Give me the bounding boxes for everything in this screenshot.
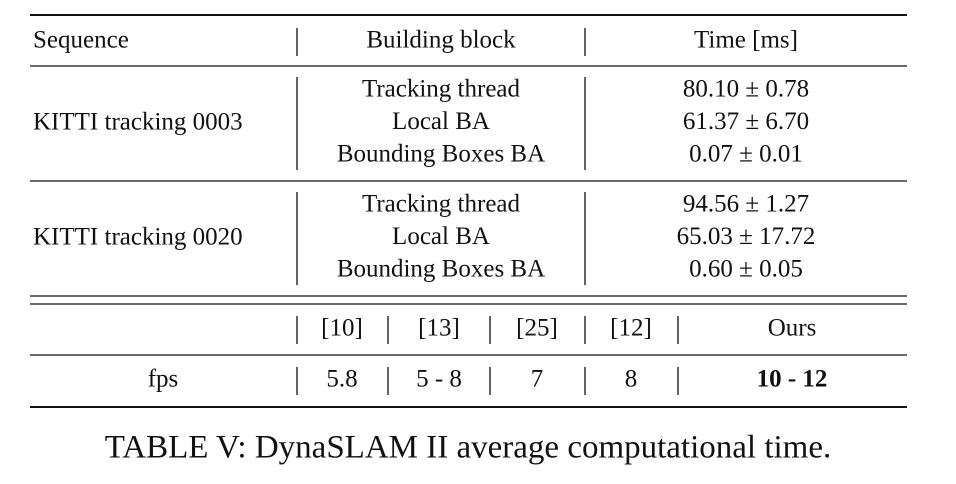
fps-cell: 5 - 8	[416, 366, 462, 393]
block-cell: Local BA	[392, 108, 490, 135]
sequence-cell: KITTI tracking 0020	[33, 224, 243, 251]
time-cell: 94.56 ± 1.27	[683, 191, 809, 218]
method-cell: [13]	[418, 315, 460, 342]
time-cell: 0.60 ± 0.05	[689, 256, 803, 283]
method-cell: Ours	[768, 315, 817, 342]
time-cell: 80.10 ± 0.78	[683, 76, 809, 103]
method-cell: [10]	[321, 315, 363, 342]
row-label: fps	[148, 366, 179, 393]
block-cell: Tracking thread	[362, 191, 521, 218]
header-cell: Time [ms]	[694, 27, 798, 54]
time-cell: 61.37 ± 6.70	[683, 108, 809, 135]
fps-cell: 10 - 12	[757, 366, 828, 393]
header-cell: Building block	[366, 27, 516, 54]
method-cell: [12]	[610, 315, 652, 342]
sequence-cell: KITTI tracking 0003	[33, 109, 243, 136]
fps-cell: 8	[625, 366, 638, 393]
header-cell: Sequence	[33, 27, 129, 54]
time-cell: 65.03 ± 17.72	[677, 223, 816, 250]
block-cell: Tracking thread	[362, 76, 521, 103]
block-cell: Local BA	[392, 223, 490, 250]
caption: TABLE V: DynaSLAM II average computation…	[105, 430, 832, 466]
block-cell: Bounding Boxes BA	[337, 256, 545, 283]
fps-cell: 7	[531, 366, 544, 393]
block-cell: Bounding Boxes BA	[337, 141, 545, 168]
time-cell: 0.07 ± 0.01	[689, 141, 803, 168]
method-cell: [25]	[516, 315, 558, 342]
fps-cell: 5.8	[326, 366, 357, 393]
